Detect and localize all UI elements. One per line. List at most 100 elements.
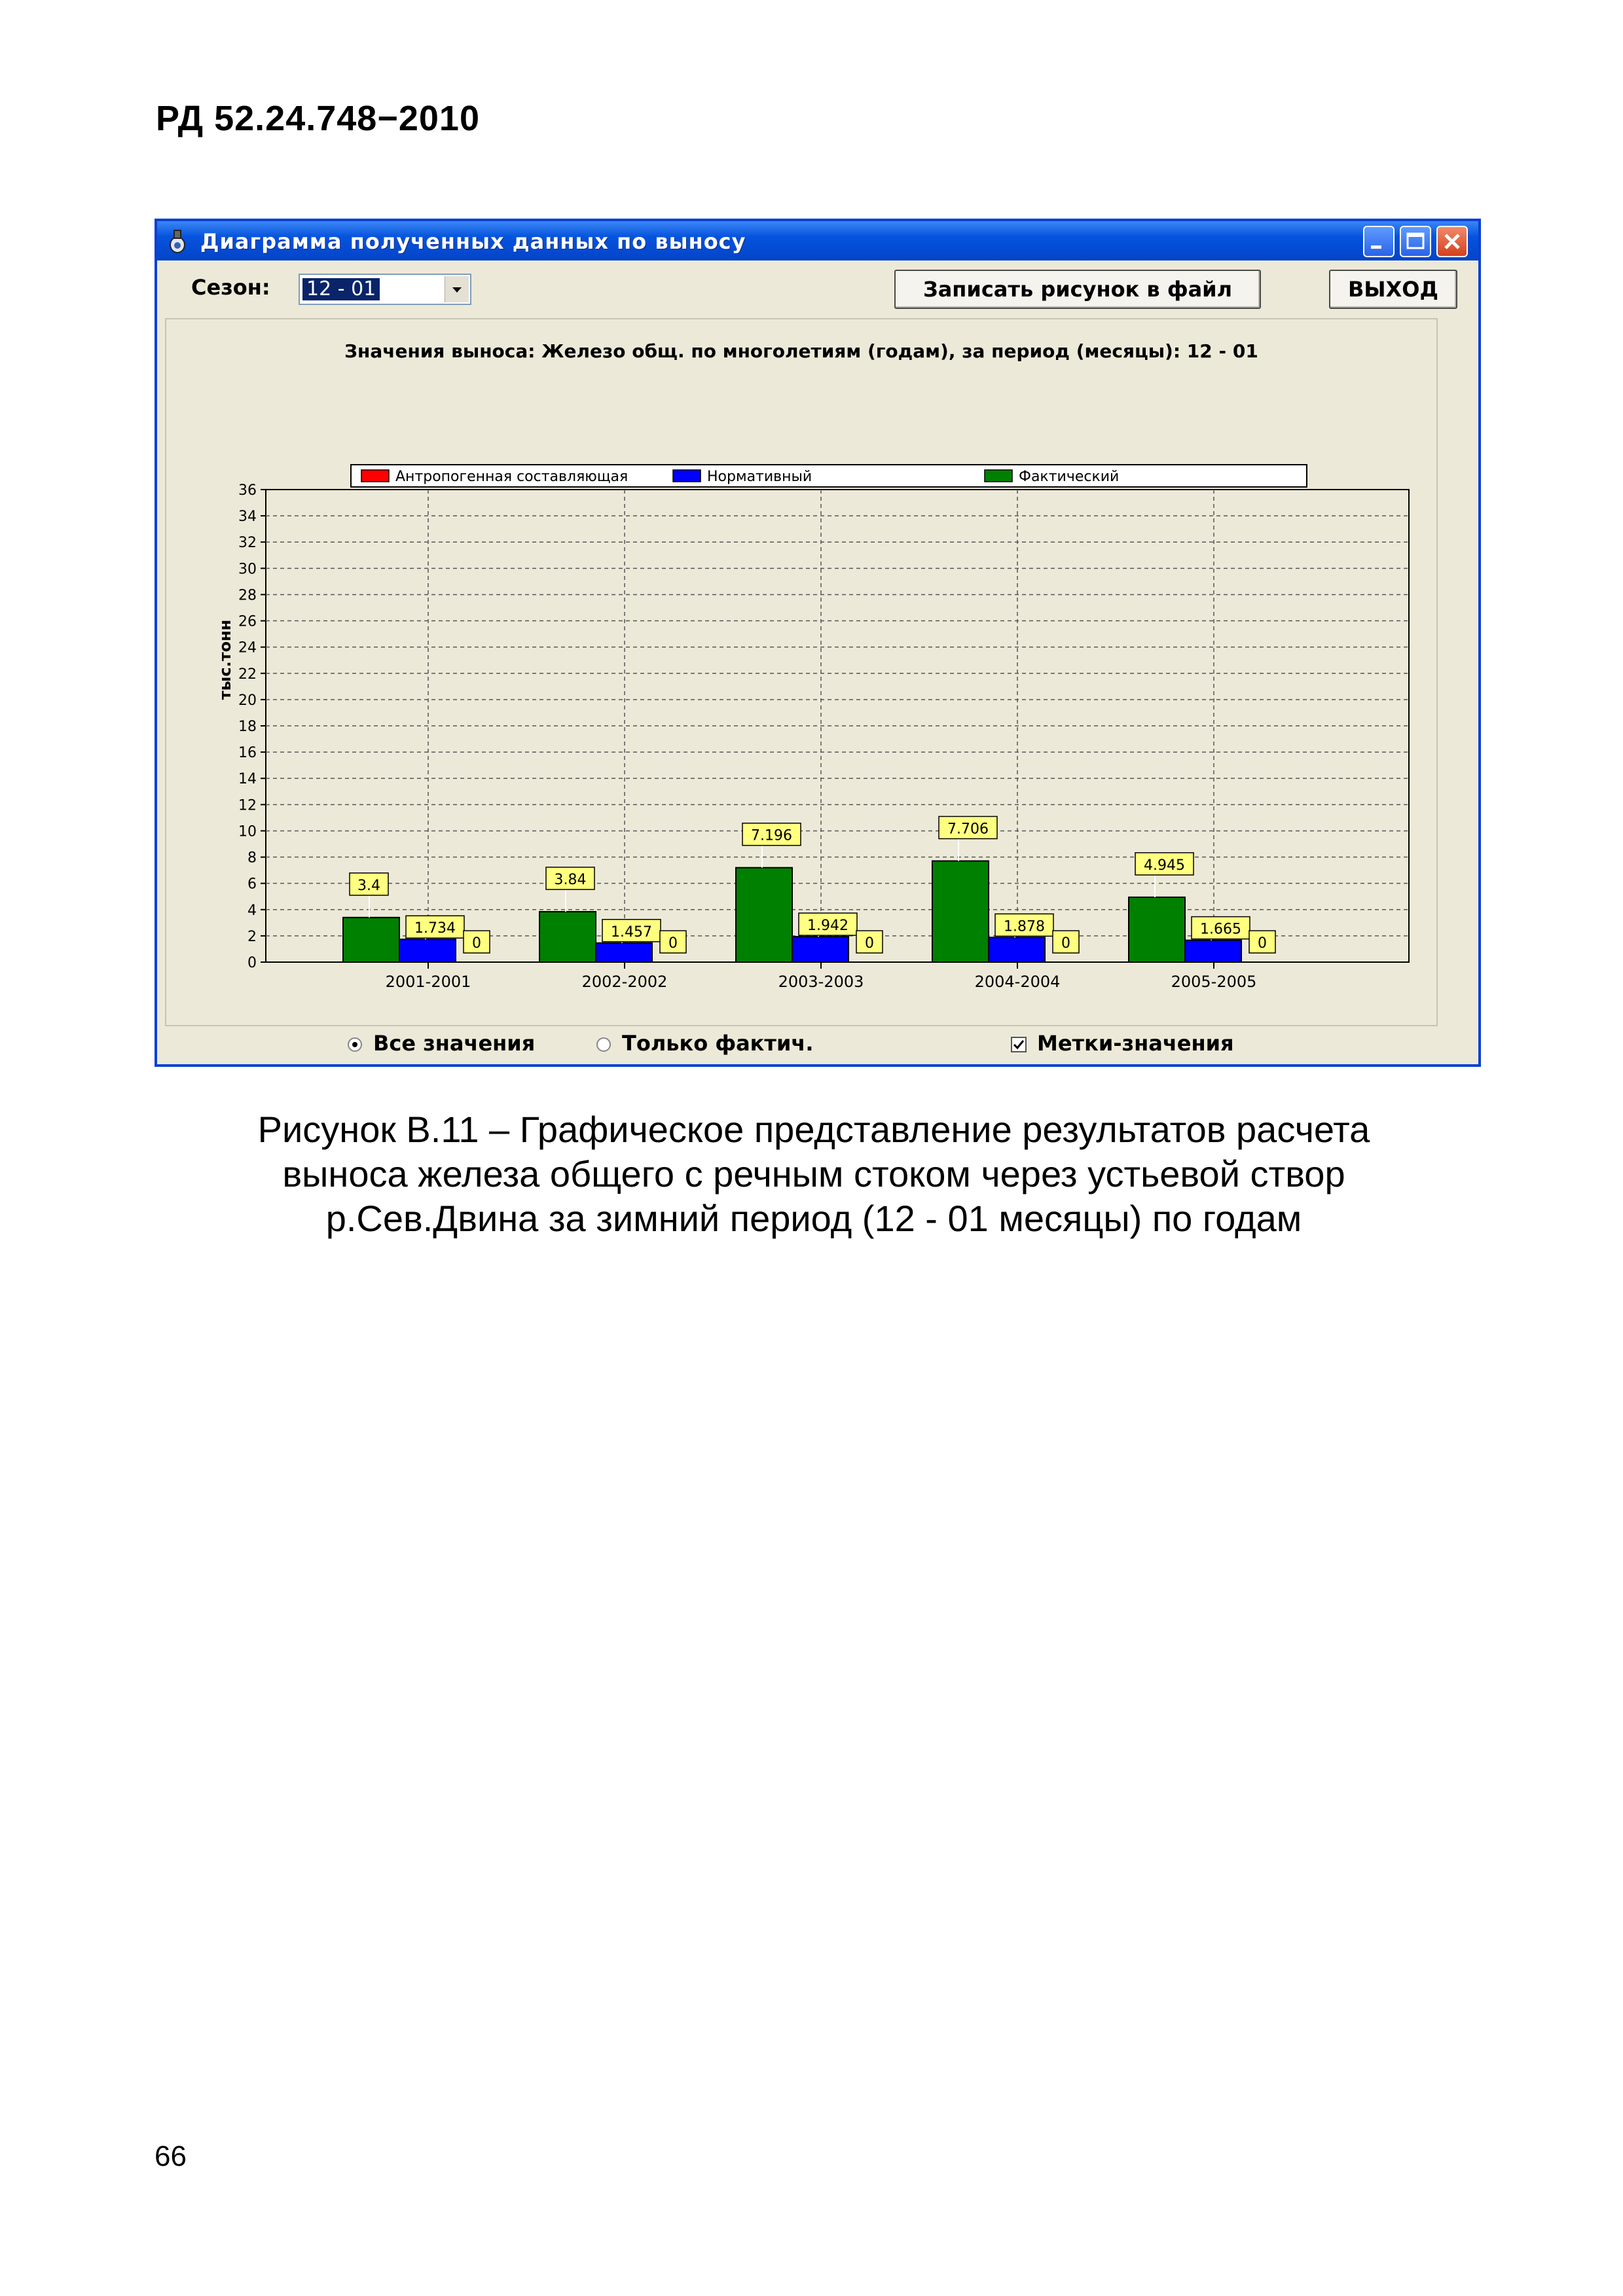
y-tick-label: 34	[238, 509, 257, 525]
chart-title: Значения выноса: Железо общ. по многолет…	[344, 340, 1258, 362]
caption-line: р.Сев.Двина за зимний период (12 - 01 ме…	[325, 1198, 1302, 1239]
value-label: 3.4	[357, 878, 380, 894]
value-label: 1.878	[1004, 918, 1045, 935]
value-labels-label: Метки-значения	[1037, 1031, 1234, 1056]
bar	[792, 936, 849, 963]
legend-swatch	[672, 469, 701, 482]
legend-label: Фактический	[1019, 469, 1119, 485]
value-label: 0	[865, 935, 874, 952]
y-tick-label: 4	[247, 903, 257, 919]
chart-grid	[265, 489, 1410, 963]
bar	[1184, 939, 1242, 963]
value-label: 0	[472, 935, 481, 952]
legend-box	[350, 464, 1307, 488]
save-image-button[interactable]: Записать рисунок в файл	[894, 270, 1261, 309]
value-label: 7.706	[947, 821, 989, 837]
y-tick-label: 10	[238, 823, 257, 840]
y-tick-label: 14	[238, 771, 257, 787]
bar	[988, 937, 1046, 963]
legend-label: Антропогенная составляющая	[395, 469, 628, 485]
value-label-box	[602, 919, 661, 942]
season-dropdown-button[interactable]	[445, 276, 469, 302]
radio-selected-icon	[348, 1037, 362, 1052]
close-icon	[1444, 234, 1460, 249]
close-button[interactable]	[1436, 226, 1468, 257]
maximize-icon	[1406, 232, 1425, 249]
y-tick-label: 18	[238, 719, 257, 735]
chart-legend: Антропогенная составляющая Нормативный Фак…	[350, 464, 1307, 488]
maximize-button[interactable]	[1400, 226, 1431, 257]
x-tick-label: 2004-2004	[975, 973, 1061, 991]
x-tick-label: 2005-2005	[1171, 973, 1257, 991]
bar	[595, 942, 653, 963]
chevron-down-icon	[452, 287, 462, 293]
value-label: 1.457	[611, 924, 652, 941]
bar	[1128, 896, 1186, 963]
value-label: 4.945	[1144, 857, 1185, 874]
y-tick-label: 32	[238, 535, 257, 551]
minimize-button[interactable]	[1363, 226, 1395, 257]
y-tick-label: 2	[247, 929, 257, 945]
season-label: Сезон:	[191, 275, 270, 300]
value-label-box	[1191, 916, 1250, 940]
title-bar[interactable]: Диаграмма полученных данных по выносу	[157, 221, 1478, 260]
value-label: 7.196	[751, 828, 792, 844]
value-label: 1.734	[414, 920, 456, 937]
x-tick-label: 2002-2002	[582, 973, 668, 991]
bar	[342, 916, 400, 963]
value-label-box	[938, 816, 998, 840]
value-label-box	[994, 913, 1054, 937]
season-select[interactable]: 12 - 01	[299, 274, 471, 305]
chart-window: Диаграмма полученных данных по выносу Се…	[155, 219, 1481, 1067]
y-tick-label: 24	[238, 640, 257, 656]
x-axis: 2001-2001 2002-2002 2003-2003 2004-2004 2005…	[386, 962, 1257, 991]
value-labels-checkbox[interactable]: Метки-значения	[1011, 1028, 1234, 1059]
value-label-box	[545, 867, 595, 890]
chart-panel: Значения выноса: Железо общ. по многолет…	[165, 318, 1438, 1026]
value-label-box	[1135, 852, 1194, 876]
y-tick-label: 30	[238, 561, 257, 577]
value-label: 0	[1258, 935, 1267, 952]
figure-caption: Рисунок В.11 – Графическое представление…	[156, 1107, 1472, 1241]
only-actual-radio[interactable]: Только фактич.	[596, 1028, 813, 1059]
caption-line: выноса железа общего с речным стоком чер…	[282, 1153, 1345, 1194]
bar	[399, 939, 456, 963]
minimize-icon	[1371, 245, 1381, 249]
radio-unselected-icon	[596, 1037, 611, 1052]
value-label: 0	[668, 935, 678, 952]
value-label-box	[463, 930, 490, 954]
value-label-box	[1249, 930, 1276, 954]
bar-chart: Значения выноса: Железо общ. по многолет…	[216, 340, 1410, 991]
value-label: 1.942	[807, 918, 848, 934]
value-label-box	[798, 912, 858, 936]
exit-button[interactable]: ВЫХОД	[1329, 270, 1457, 309]
only-actual-label: Только фактич.	[622, 1031, 814, 1056]
y-tick-label: 36	[238, 482, 257, 499]
value-label-box	[1052, 930, 1080, 954]
y-tick-label: 20	[238, 692, 257, 709]
y-tick-label: 16	[238, 745, 257, 761]
caption-line: Рисунок В.11 – Графическое представление…	[257, 1109, 1370, 1150]
all-values-label: Все значения	[373, 1031, 536, 1056]
window-title: Диаграмма полученных данных по выносу	[200, 229, 746, 254]
legend-label: Нормативный	[707, 469, 812, 485]
document-header: РД 52.24.748−2010	[156, 99, 480, 138]
y-tick-label: 6	[247, 876, 257, 893]
y-tick-label: 0	[247, 955, 257, 971]
all-values-radio[interactable]: Все значения	[347, 1028, 535, 1059]
y-axis-label: тыс.тонн	[216, 620, 234, 700]
chart-bars: 3.4 1.734 0 3.84 1.457 0 7.196 1.942 0 7.706 1.878…	[342, 816, 1276, 963]
x-tick-label: 2001-2001	[386, 973, 471, 991]
page-number: 66	[155, 2140, 187, 2172]
value-label: 3.84	[555, 872, 587, 888]
value-label-box	[349, 872, 389, 896]
legend-swatch	[984, 469, 1013, 482]
value-label-box	[742, 822, 801, 846]
y-tick-label: 26	[238, 614, 257, 630]
value-label: 0	[1061, 935, 1070, 952]
y-tick-label: 8	[247, 850, 257, 867]
bar	[932, 860, 989, 963]
x-tick-label: 2003-2003	[778, 973, 864, 991]
value-label-box	[405, 915, 465, 939]
